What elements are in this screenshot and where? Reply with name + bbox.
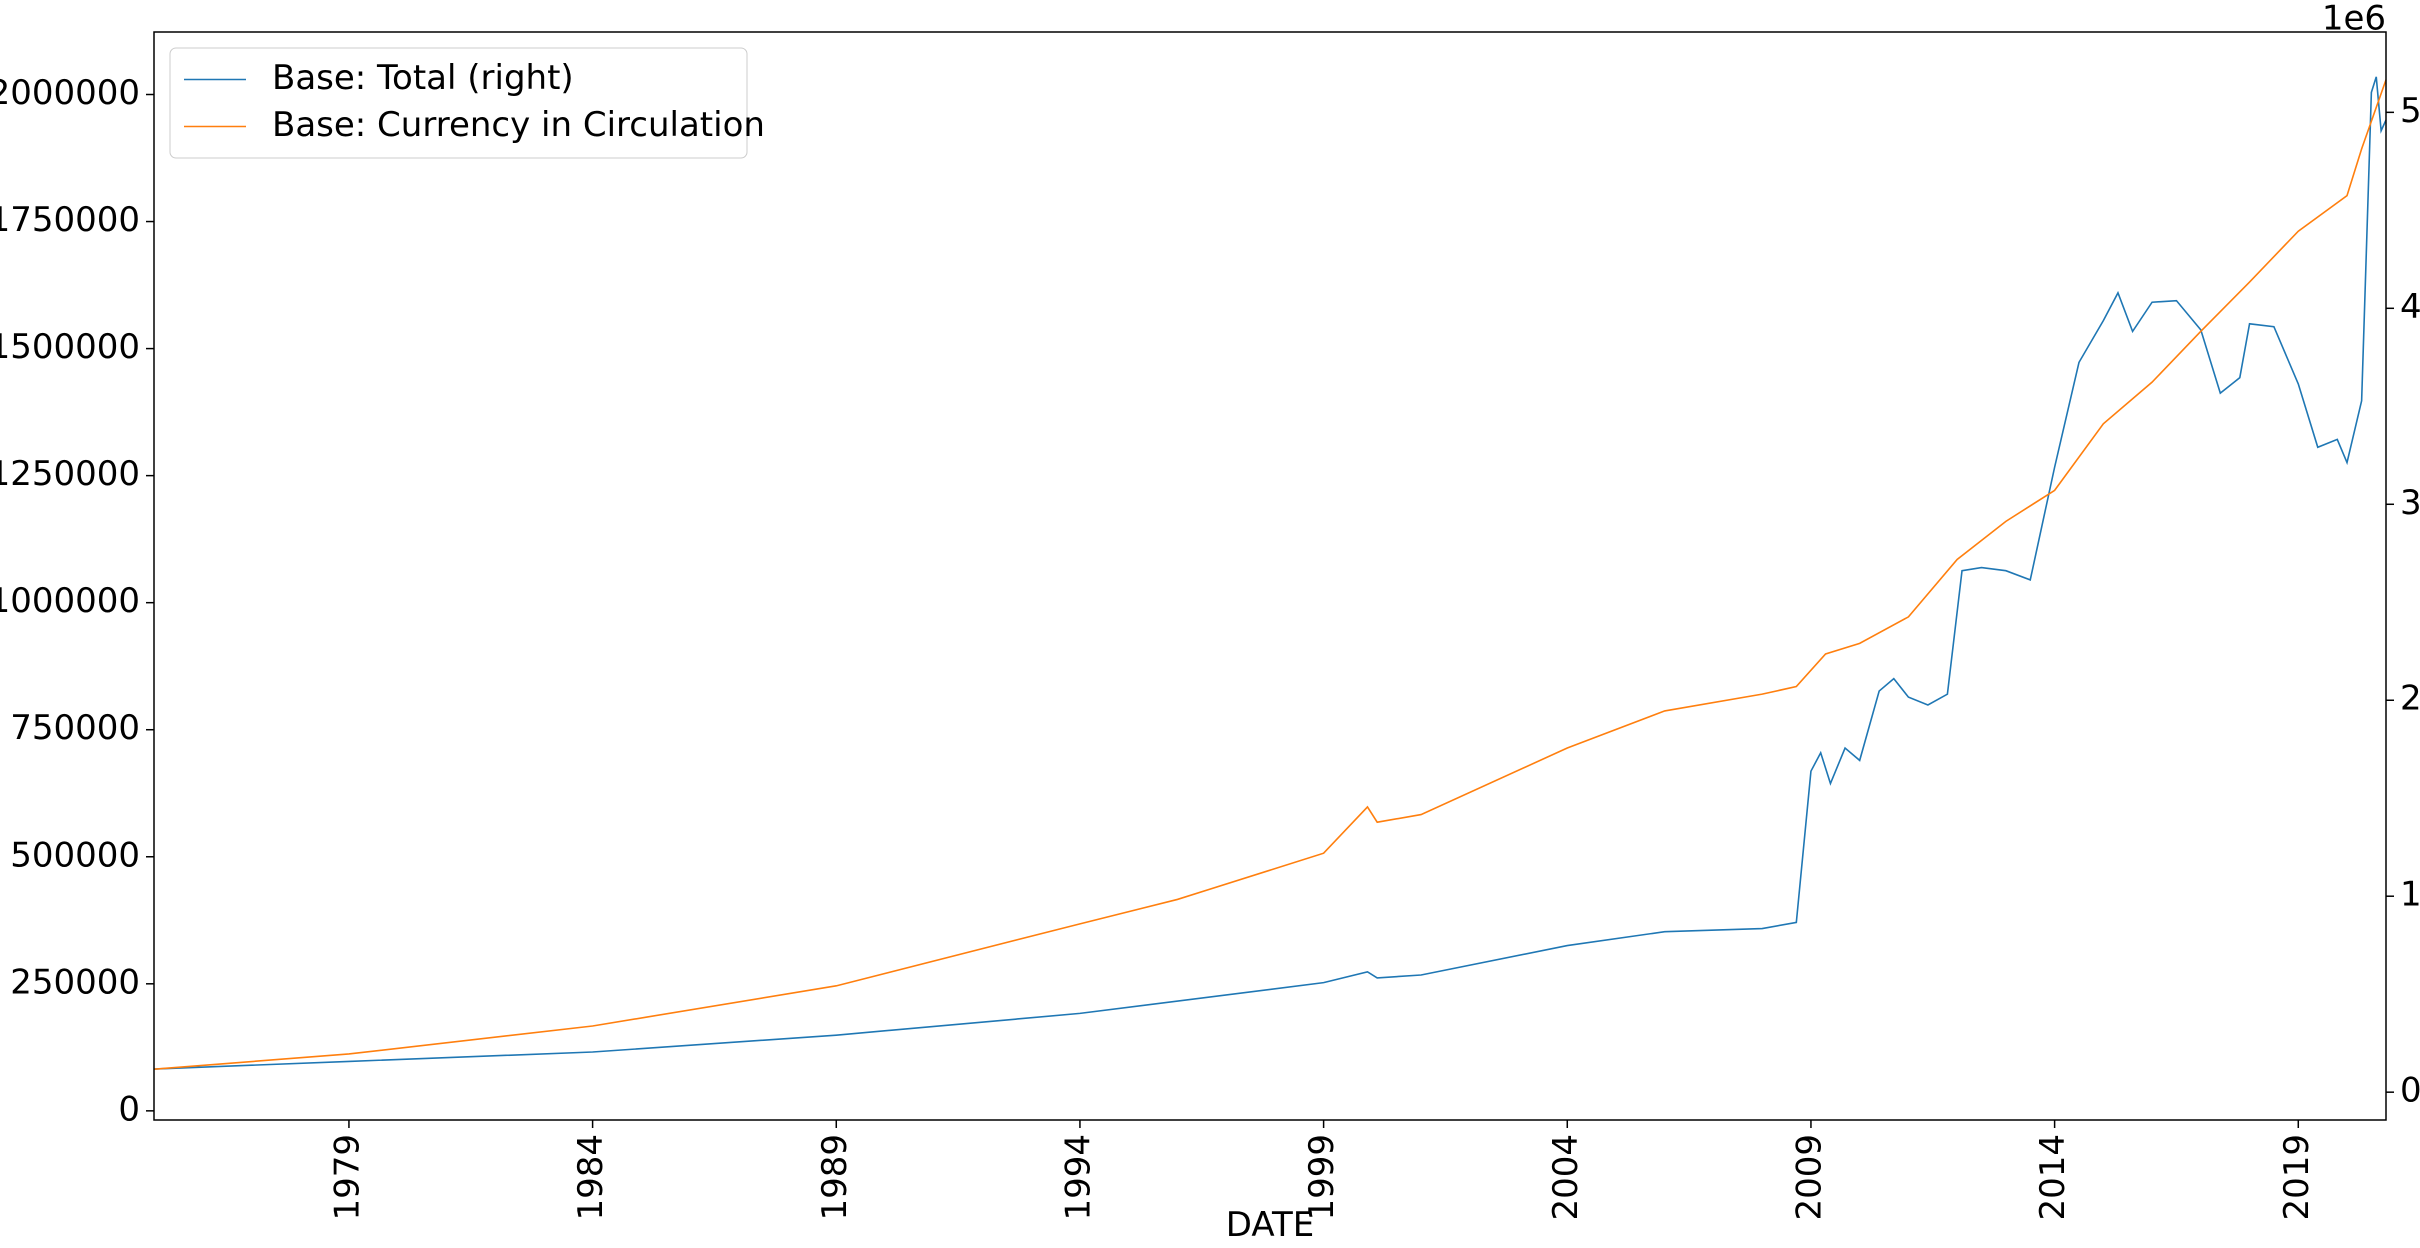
- x-tick-label: 2004: [1546, 1134, 1586, 1221]
- plot-frame: [153, 31, 2387, 1121]
- x-tick-label: 2014: [2033, 1134, 2073, 1221]
- x-tick-label: 1984: [571, 1134, 611, 1221]
- y-tick-label: 500000: [10, 835, 140, 875]
- y-tick-label: 2000000: [0, 73, 140, 113]
- y-tick-label: 0: [118, 1089, 140, 1129]
- x-tick-label: 1989: [815, 1134, 855, 1221]
- legend-box: [169, 47, 748, 159]
- x-tick-label: 1999: [1302, 1134, 1342, 1221]
- series-line: [153, 79, 2387, 1070]
- y2-tick-label: 4: [2400, 287, 2420, 327]
- legend-label: Base: Currency in Circulation: [272, 105, 765, 145]
- y-tick-label: 750000: [10, 708, 140, 748]
- x-axis-label: DATE: [1226, 1205, 1314, 1245]
- y-tick-label: 1750000: [0, 200, 140, 240]
- y2-tick-label: 1: [2400, 875, 2420, 915]
- y-tick-label: 250000: [10, 962, 140, 1002]
- y2-tick-label: 5: [2400, 91, 2420, 131]
- y-tick-label: 1250000: [0, 454, 140, 494]
- legend-label: Base: Total (right): [272, 58, 574, 98]
- y2-tick-label: 2: [2400, 679, 2420, 719]
- y2-tick-label: 0: [2400, 1071, 2420, 1111]
- series-line: [153, 76, 2387, 1070]
- y-tick-label: 1500000: [0, 327, 140, 367]
- x-tick-label: 1979: [327, 1134, 367, 1221]
- x-tick-label: 2009: [1789, 1134, 1829, 1221]
- y-tick-label: 1000000: [0, 581, 140, 621]
- x-tick-label: 1994: [1058, 1134, 1098, 1221]
- y2-tick-label: 3: [2400, 483, 2420, 523]
- x-tick-label: 2019: [2277, 1134, 2317, 1221]
